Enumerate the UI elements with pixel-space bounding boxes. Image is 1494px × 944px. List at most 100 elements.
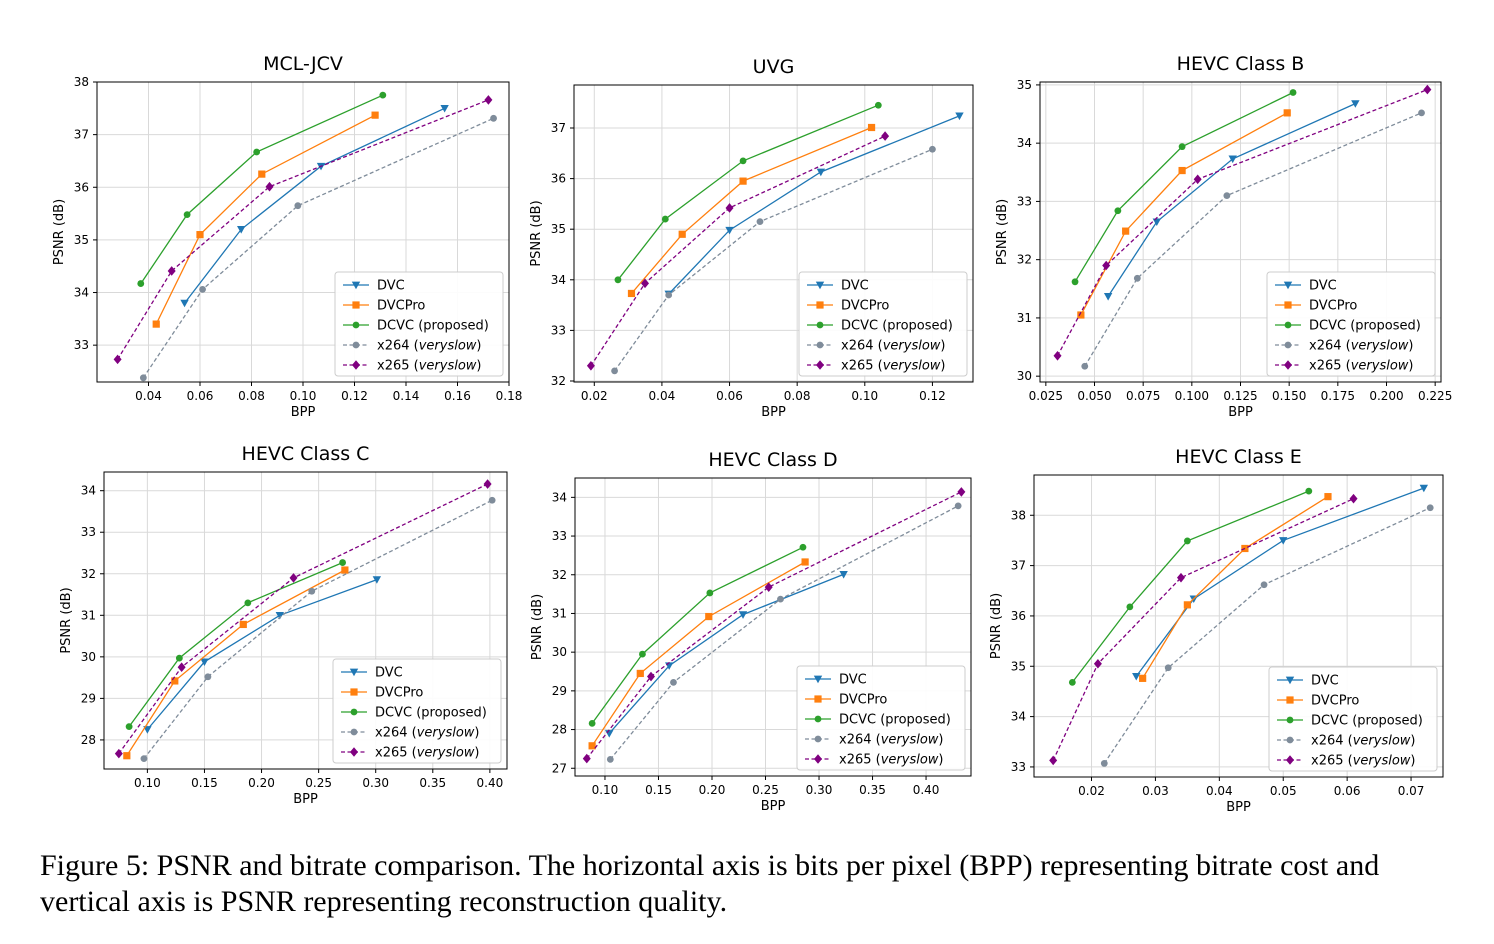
legend-label: DVC bbox=[839, 673, 867, 688]
data-point bbox=[1324, 493, 1332, 501]
y-axis-label: PSNR (dB) bbox=[530, 594, 545, 660]
data-point bbox=[1178, 143, 1186, 151]
data-point bbox=[1102, 260, 1111, 271]
data-point bbox=[1426, 504, 1434, 512]
legend-box bbox=[1268, 666, 1438, 772]
chart-title: HEVC Class E bbox=[1175, 446, 1302, 468]
data-point bbox=[1139, 674, 1147, 682]
x-tick-label: 0.40 bbox=[477, 776, 504, 790]
chart-title: HEVC Class B bbox=[1177, 53, 1305, 75]
data-point bbox=[1100, 760, 1108, 767]
data-point bbox=[1133, 274, 1141, 282]
x-tick-label: 0.02 bbox=[581, 389, 608, 403]
data-point bbox=[1423, 84, 1432, 95]
y-tick-label: 31 bbox=[552, 606, 567, 620]
series-2 bbox=[123, 566, 349, 760]
data-point bbox=[180, 299, 189, 308]
y-tick-label: 37 bbox=[551, 121, 566, 135]
y-tick-label: 33 bbox=[74, 338, 89, 352]
series-line bbox=[617, 104, 879, 281]
x-tick-label: 0.200 bbox=[1369, 389, 1403, 403]
series-line bbox=[142, 117, 494, 379]
data-point bbox=[289, 573, 298, 583]
data-point bbox=[777, 595, 784, 603]
y-tick-label: 29 bbox=[81, 691, 96, 705]
legend-label: DVCPro bbox=[1309, 299, 1357, 314]
x-tick-label: 0.08 bbox=[784, 389, 811, 403]
y-tick-label: 36 bbox=[551, 172, 566, 186]
legend-label: DVCPro bbox=[841, 299, 889, 314]
data-point bbox=[152, 320, 160, 328]
data-point bbox=[1132, 672, 1141, 681]
data-point bbox=[1049, 755, 1058, 766]
x-tick-label: 0.10 bbox=[290, 389, 317, 403]
y-tick-label: 34 bbox=[1011, 710, 1026, 724]
y-tick-label: 35 bbox=[551, 222, 566, 236]
series-line bbox=[631, 126, 872, 294]
data-point bbox=[1114, 207, 1122, 215]
data-point bbox=[867, 123, 876, 132]
legend-label: x264 (veryslow) bbox=[377, 339, 482, 354]
data-point bbox=[114, 748, 123, 759]
data-point bbox=[588, 719, 596, 727]
data-point bbox=[239, 620, 247, 629]
y-axis-label: PSNR (dB) bbox=[995, 199, 1010, 265]
series-line bbox=[591, 561, 806, 747]
data-point bbox=[801, 558, 809, 566]
data-point bbox=[641, 278, 650, 289]
data-point bbox=[636, 669, 644, 678]
legend-marker bbox=[814, 695, 822, 703]
data-point bbox=[799, 543, 807, 551]
x-tick-label: 0.20 bbox=[248, 776, 275, 790]
data-point bbox=[1305, 487, 1313, 495]
legend-label: x264 (veryslow) bbox=[841, 339, 946, 354]
data-point bbox=[1103, 293, 1113, 301]
data-point bbox=[739, 177, 747, 185]
y-axis-label: PSNR (dB) bbox=[52, 199, 67, 265]
chart-title: UVG bbox=[753, 56, 795, 78]
data-point bbox=[140, 755, 148, 763]
y-tick-label: 33 bbox=[551, 323, 566, 337]
series-2 bbox=[588, 558, 809, 750]
y-tick-label: 37 bbox=[74, 128, 89, 142]
y-tick-label: 31 bbox=[81, 608, 96, 622]
data-point bbox=[1260, 581, 1268, 589]
series-5 bbox=[113, 95, 493, 365]
series-line bbox=[155, 114, 376, 325]
legend-box bbox=[796, 665, 966, 771]
legend-marker bbox=[815, 281, 825, 290]
data-point bbox=[199, 285, 206, 293]
legend-box bbox=[334, 271, 504, 377]
data-point bbox=[113, 354, 122, 365]
legend-marker bbox=[1286, 696, 1294, 704]
plot-frame bbox=[103, 471, 508, 770]
chart-panel-4: 0.10 0.15 0.20 0.25 0.30 0.35 0.40 28 29 30 31 32 33… bbox=[59, 443, 508, 807]
y-tick-label: 30 bbox=[1017, 369, 1032, 383]
y-tick-label: 38 bbox=[74, 75, 89, 89]
data-point bbox=[627, 289, 636, 298]
legend-marker bbox=[816, 301, 824, 309]
x-axis-label: BPP bbox=[761, 405, 786, 420]
x-tick-label: 0.100 bbox=[1175, 389, 1209, 403]
data-point bbox=[957, 487, 966, 497]
legend-label: x264 (veryslow) bbox=[1311, 734, 1416, 749]
series-4 bbox=[139, 114, 497, 382]
series-5 bbox=[114, 479, 492, 759]
legend-marker bbox=[814, 735, 822, 743]
data-point bbox=[738, 611, 748, 619]
x-tick-label: 0.30 bbox=[362, 776, 389, 790]
legend-label: x265 (veryslow) bbox=[375, 746, 480, 761]
series-4 bbox=[1100, 504, 1434, 767]
legend-label: DCVC (proposed) bbox=[841, 319, 953, 334]
data-point bbox=[586, 361, 595, 371]
legend-marker bbox=[1284, 301, 1292, 309]
y-tick-label: 33 bbox=[1011, 760, 1026, 774]
series-4 bbox=[140, 496, 496, 763]
data-point bbox=[488, 496, 496, 504]
data-point bbox=[379, 91, 387, 99]
y-tick-label: 35 bbox=[74, 233, 89, 247]
series-line bbox=[1056, 88, 1428, 357]
y-tick-label: 32 bbox=[551, 374, 566, 388]
y-tick-label: 32 bbox=[552, 568, 567, 582]
data-point bbox=[123, 752, 131, 760]
